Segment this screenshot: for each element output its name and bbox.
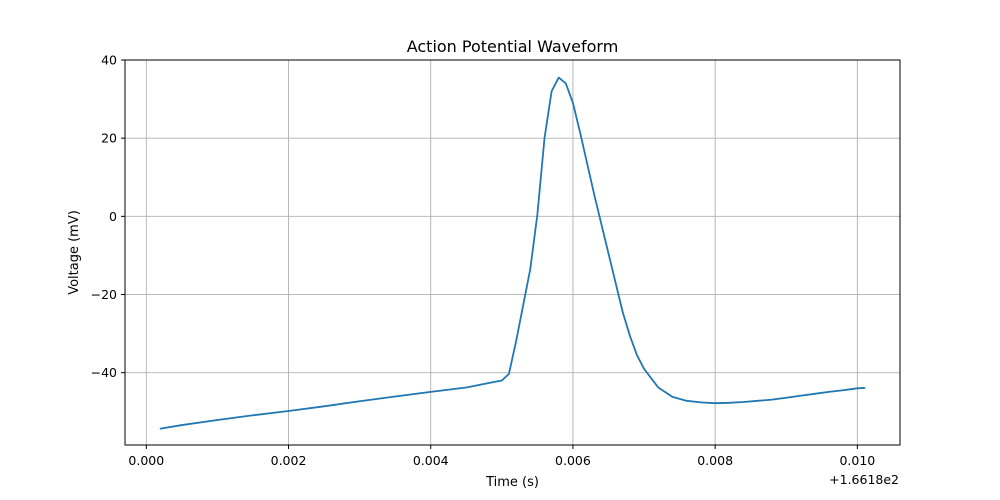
y-tick-label: −20 [91, 287, 117, 302]
x-tick-label: 0.006 [555, 453, 591, 468]
x-axis: 0.000 0.002 0.004 0.006 0.008 0.010 [128, 445, 875, 468]
plot-area [159, 76, 866, 430]
y-tick-label: 0 [109, 209, 117, 224]
x-tick-label: 0.010 [839, 453, 875, 468]
plot-frame [124, 59, 901, 446]
y-tick-label: −40 [91, 365, 117, 380]
x-tick-label: 0.004 [413, 453, 449, 468]
y-axis-label: Voltage (mV) [67, 210, 82, 295]
y-axis: −40 −20 0 20 40 [91, 53, 125, 380]
y-tick-label: 40 [101, 53, 117, 68]
x-tick-label: 0.008 [697, 453, 733, 468]
x-tick-label: 0.000 [128, 453, 164, 468]
y-tick-label: 20 [101, 131, 117, 146]
x-axis-offset-label: +1.6618e2 [829, 472, 899, 487]
chart-title: Action Potential Waveform [407, 37, 619, 56]
x-axis-label: Time (s) [485, 475, 539, 490]
x-tick-label: 0.002 [271, 453, 307, 468]
